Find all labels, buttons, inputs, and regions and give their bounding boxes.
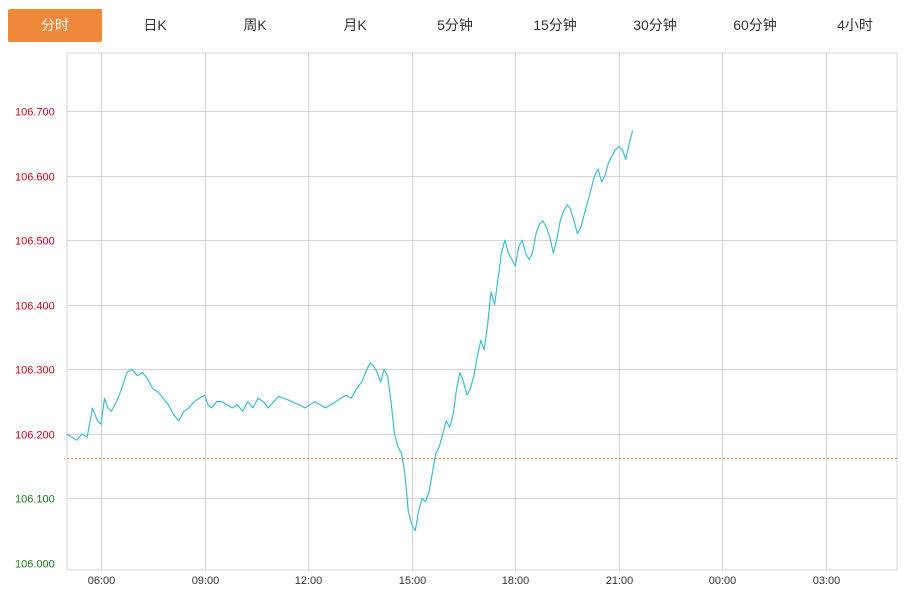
tab-60-minute[interactable]: 60分钟 <box>733 17 777 33</box>
y-tick-label: 106.000 <box>15 559 55 571</box>
tab-daily-k[interactable]: 日K <box>143 17 167 33</box>
x-tick-label: 21:00 <box>606 575 634 587</box>
tab-5-minute[interactable]: 5分钟 <box>437 17 473 33</box>
x-tick-label: 18:00 <box>502 575 530 587</box>
y-tick-label: 106.400 <box>15 301 55 313</box>
y-tick-label: 106.100 <box>15 494 55 506</box>
y-tick-label: 106.200 <box>15 430 55 442</box>
y-tick-label: 106.600 <box>15 172 55 184</box>
x-tick-label: 00:00 <box>709 575 737 587</box>
x-tick-label: 15:00 <box>399 575 427 587</box>
tab-30-minute[interactable]: 30分钟 <box>633 17 677 33</box>
tab-intraday[interactable]: 分时 <box>8 9 102 42</box>
y-tick-label: 106.700 <box>15 107 55 119</box>
chart-period-tabs: 分时 日K 周K 月K 5分钟 15分钟 30分钟 60分钟 4小时 <box>0 0 909 50</box>
tab-weekly-k[interactable]: 周K <box>243 17 267 33</box>
tab-4-hour[interactable]: 4小时 <box>837 17 873 33</box>
tab-monthly-k[interactable]: 月K <box>343 17 367 33</box>
y-tick-label: 106.300 <box>15 365 55 377</box>
x-tick-label: 06:00 <box>88 575 116 587</box>
x-tick-label: 09:00 <box>192 575 220 587</box>
tab-15-minute[interactable]: 15分钟 <box>533 17 577 33</box>
plot-frame <box>66 52 898 571</box>
y-tick-label: 106.500 <box>15 236 55 248</box>
x-tick-label: 12:00 <box>295 575 323 587</box>
x-tick-label: 03:00 <box>813 575 841 587</box>
price-series-line <box>66 130 634 532</box>
